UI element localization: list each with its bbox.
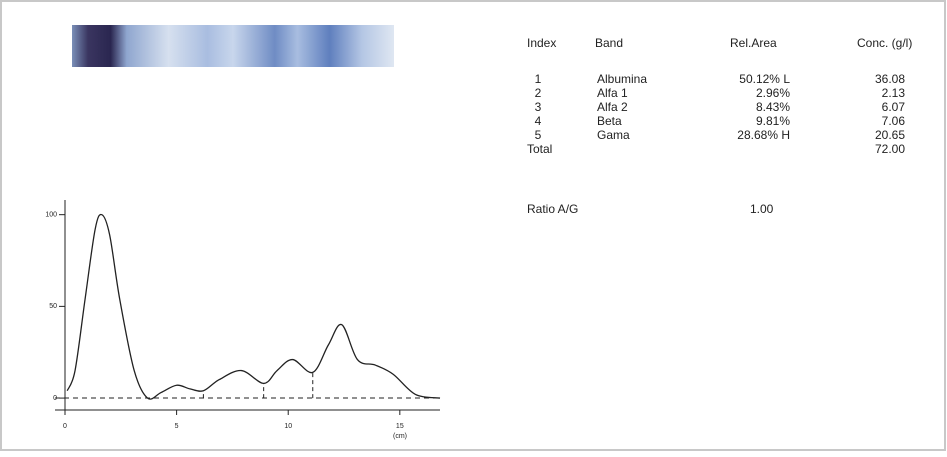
column-header: Conc. (g/l) [857,36,912,50]
x-tick-label: 0 [63,423,67,430]
table-cell: Alfa 2 [597,100,628,114]
table-cell: 5 [535,128,542,142]
table-cell: 28.68% H [737,128,790,142]
ratio-label: Ratio A/G [527,202,578,216]
table-cell: 4 [535,114,542,128]
table-cell: Albumina [597,72,647,86]
table-cell: 8.43% [756,100,790,114]
table-cell: Beta [597,114,622,128]
ratio-value: 1.00 [750,202,774,216]
table-cell: 9.81% [756,114,790,128]
x-tick-label: 15 [396,423,404,430]
y-tick-label: 50 [49,303,57,310]
table-cell: 3 [535,100,542,114]
y-tick-label: 100 [45,212,57,219]
table-cell: Alfa 1 [597,86,628,100]
x-tick-label: 10 [284,423,292,430]
page-frame [1,1,945,450]
table-cell: Gama [597,128,630,142]
column-header: Rel.Area [730,36,777,50]
table-cell: 20.65 [875,128,905,142]
y-tick-label: 0 [53,395,57,402]
table-cell: 50.12% L [739,72,790,86]
total-value: 72.00 [875,142,905,156]
column-header: Index [527,36,556,50]
x-tick-label: 5 [175,423,179,430]
table-cell: 2 [535,86,542,100]
table-cell: 2.13 [882,86,906,100]
table-cell: 2.96% [756,86,790,100]
table-cell: 36.08 [875,72,905,86]
total-label: Total [527,142,552,156]
table-cell: 7.06 [882,114,906,128]
table-cell: 6.07 [882,100,906,114]
column-header: Band [595,36,623,50]
x-axis-label: (cm) [393,433,407,440]
table-cell: 1 [535,72,542,86]
report-page: (cm) Index Band Rel.Area Conc. (g/l) 1 Albumi… [0,0,947,452]
gel-strip [72,25,394,67]
